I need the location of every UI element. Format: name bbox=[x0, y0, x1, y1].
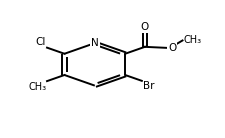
Text: CH₃: CH₃ bbox=[28, 82, 46, 92]
Text: CH₃: CH₃ bbox=[182, 35, 200, 45]
Text: O: O bbox=[140, 22, 148, 33]
Text: Cl: Cl bbox=[35, 37, 45, 47]
Text: Br: Br bbox=[142, 81, 153, 91]
Text: O: O bbox=[167, 43, 176, 53]
Text: N: N bbox=[90, 38, 98, 48]
